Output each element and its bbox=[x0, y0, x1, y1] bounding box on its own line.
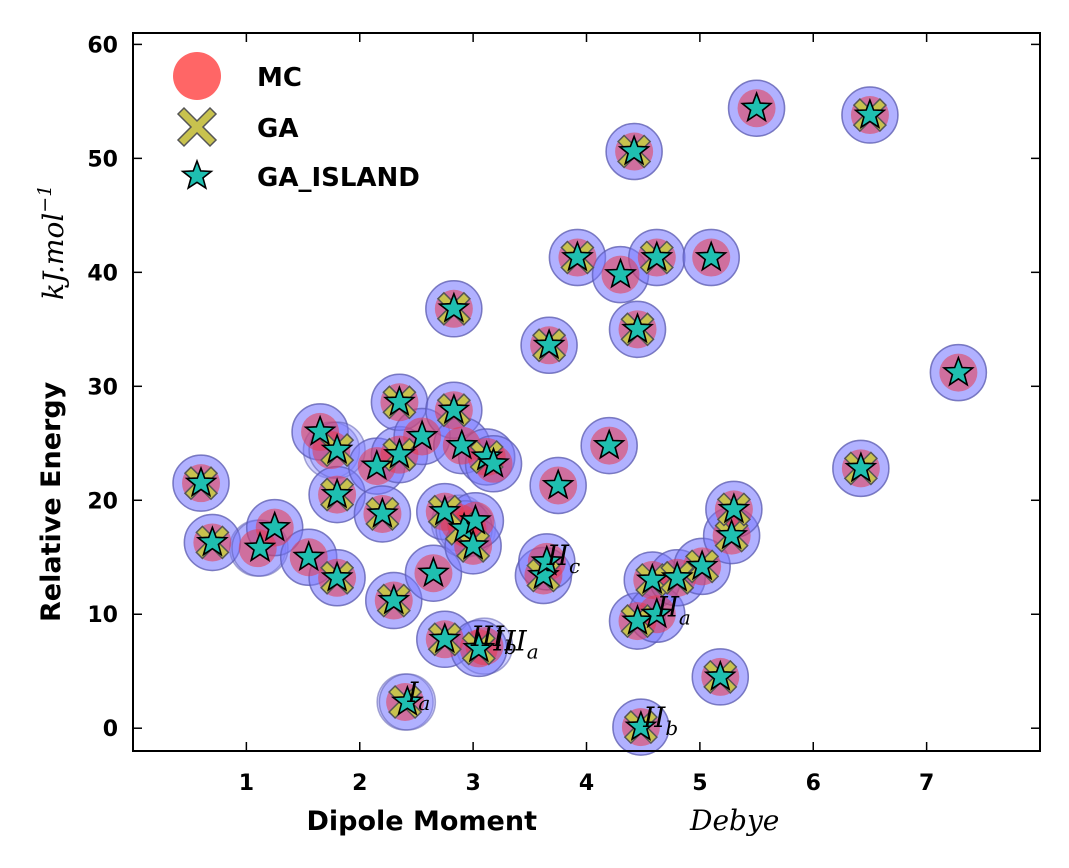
ga-island-marker bbox=[195, 525, 229, 557]
ga-island-marker bbox=[640, 240, 674, 272]
ga-island-marker bbox=[685, 549, 719, 581]
ga-island-marker bbox=[360, 448, 394, 481]
ga-island-marker bbox=[390, 684, 424, 716]
ga-island-marker bbox=[717, 492, 751, 524]
ga-island-marker bbox=[541, 468, 575, 500]
annotation-label: IIIa bbox=[493, 625, 539, 664]
ga-island-marker bbox=[428, 494, 462, 526]
ga-island-marker bbox=[532, 328, 566, 360]
annotation-sub: c bbox=[569, 554, 580, 578]
y-tick-label: 0 bbox=[103, 717, 118, 742]
annotation-base: II bbox=[642, 701, 666, 734]
y-tick-label: 10 bbox=[87, 603, 118, 628]
ga-island-marker bbox=[383, 385, 416, 417]
ga-island-marker bbox=[445, 428, 479, 460]
ga-island-marker bbox=[456, 528, 490, 560]
ga-island-marker bbox=[320, 560, 354, 592]
ga-island-marker bbox=[530, 544, 564, 576]
ga-island-marker bbox=[941, 355, 975, 387]
x-tick-label: 6 bbox=[806, 771, 821, 796]
annotation-base: II bbox=[656, 591, 680, 624]
ga-island-marker bbox=[635, 562, 669, 595]
annotation-base: II bbox=[546, 539, 570, 572]
annotation-label: IIIb bbox=[470, 620, 517, 659]
ga-island-marker bbox=[437, 392, 471, 425]
annotation-sub: b bbox=[504, 635, 517, 659]
ga-island-marker bbox=[458, 503, 492, 535]
ga-island-marker bbox=[715, 518, 749, 550]
y-tick-label: 50 bbox=[87, 147, 118, 172]
y-axis-unit-base: kJ.mol bbox=[37, 213, 70, 300]
x-axis-unit: Debye bbox=[689, 804, 779, 837]
legend-label: MC bbox=[257, 63, 302, 93]
annotation-sub: a bbox=[679, 606, 691, 630]
ga-island-marker bbox=[844, 451, 878, 483]
y-axis-label: Relative Energy bbox=[36, 381, 67, 622]
ga-island-marker bbox=[853, 97, 887, 130]
y-tick-label: 60 bbox=[87, 33, 118, 58]
ga-island-marker bbox=[740, 90, 773, 123]
x-tick-label: 5 bbox=[692, 771, 707, 796]
x-tick-label: 2 bbox=[352, 771, 367, 796]
ga-island-marker bbox=[604, 257, 637, 289]
legend: MC GA GA_ISLAND bbox=[173, 52, 420, 193]
ga-island-marker bbox=[694, 240, 728, 272]
y-tick-label: 30 bbox=[87, 375, 118, 400]
ga-island-marker bbox=[377, 583, 411, 615]
y-axis-unit-exponent: −1 bbox=[34, 185, 56, 213]
ga-island-marker bbox=[477, 446, 510, 478]
ga-island-marker bbox=[624, 709, 658, 742]
ga-island-marker bbox=[462, 631, 496, 663]
ga-island-marker bbox=[592, 428, 626, 460]
y-tick-label: 40 bbox=[87, 261, 118, 286]
annotation-base: I bbox=[406, 676, 419, 709]
ga-island-marker bbox=[243, 530, 277, 563]
y-axis-label-group: Relative Energy kJ.mol−1 bbox=[34, 185, 70, 622]
y-tick-label: 20 bbox=[87, 489, 118, 514]
ga-island-marker bbox=[292, 540, 326, 572]
ga-island-marker bbox=[428, 622, 462, 654]
annotation-base: III bbox=[493, 625, 528, 658]
legend-label: GA_ISLAND bbox=[257, 163, 420, 193]
ga-island-marker bbox=[617, 134, 651, 166]
legend-ga-marker bbox=[176, 106, 218, 148]
annotation-sub: a bbox=[527, 640, 539, 664]
annotation-label: IIc bbox=[546, 539, 580, 578]
legend-mc-marker bbox=[173, 52, 221, 100]
ga-island-marker bbox=[703, 659, 737, 691]
annotation-sub: b bbox=[665, 716, 678, 740]
ga-island-marker bbox=[320, 477, 354, 509]
y-axis-unit: kJ.mol−1 bbox=[34, 185, 70, 300]
annotation-label: IIa bbox=[656, 591, 691, 630]
ga-island-marker bbox=[640, 596, 674, 629]
x-tick-label: 3 bbox=[465, 771, 480, 796]
x-tick-label: 1 bbox=[239, 771, 254, 796]
annotation-label: Ia bbox=[406, 676, 430, 715]
annotation-sub: a bbox=[418, 691, 430, 715]
annotation-label: IIb bbox=[642, 701, 678, 740]
ga-island-marker bbox=[417, 555, 450, 588]
x-tick-label: 7 bbox=[919, 771, 934, 796]
ga-island-marker bbox=[383, 437, 416, 469]
ga-island-marker bbox=[561, 240, 594, 272]
ga-island-marker bbox=[621, 603, 654, 636]
x-tick-label: 4 bbox=[579, 771, 594, 796]
x-axis-label: Dipole Moment bbox=[306, 806, 537, 837]
ga-island-marker bbox=[184, 465, 218, 498]
ga-island-marker bbox=[258, 510, 292, 542]
ga-island-marker bbox=[621, 312, 654, 344]
ga-island-series bbox=[184, 90, 975, 742]
ga-island-marker bbox=[405, 419, 439, 451]
ga-island-marker bbox=[437, 291, 471, 323]
legend-label: GA bbox=[257, 114, 298, 144]
ga-island-marker bbox=[366, 496, 399, 528]
annotation-base: III bbox=[470, 620, 505, 653]
ga-island-marker bbox=[320, 432, 354, 465]
axis-ticks: 1 2 3 4 5 6 7 0 10 20 30 40 50 60 bbox=[87, 33, 1040, 796]
legend-ga-island-marker bbox=[180, 158, 214, 190]
ga-island-marker bbox=[660, 560, 694, 592]
ga-island-marker bbox=[303, 414, 337, 446]
